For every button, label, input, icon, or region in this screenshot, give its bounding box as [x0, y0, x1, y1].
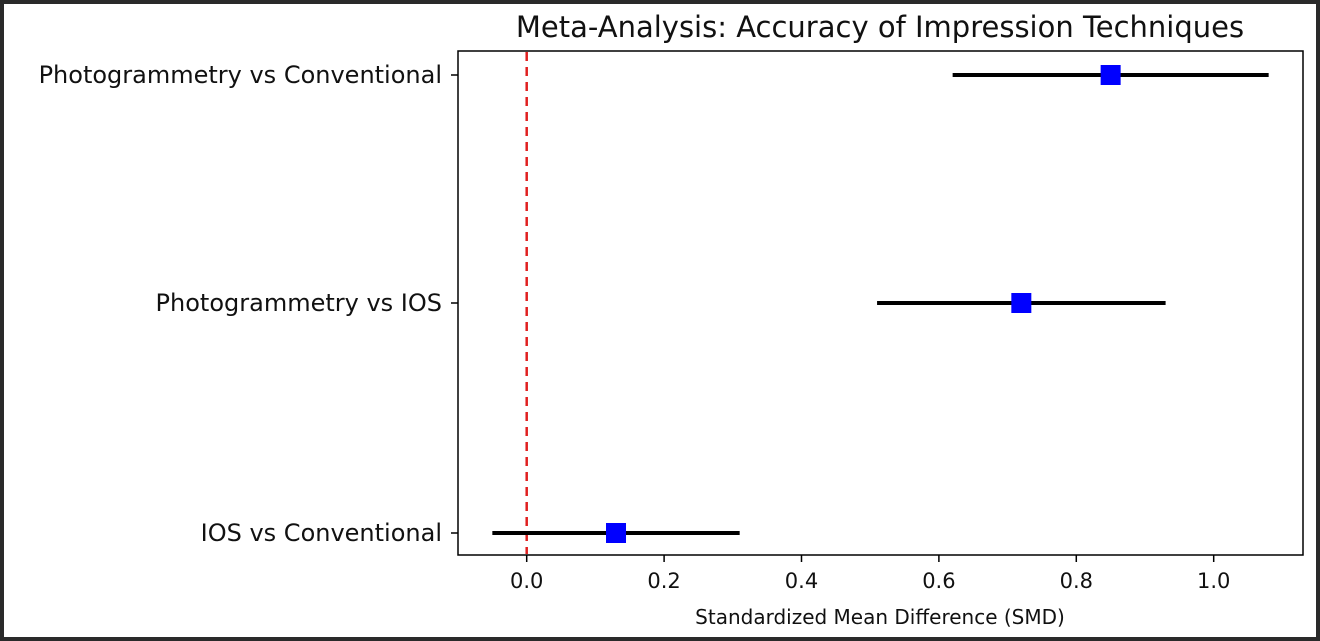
x-tick-label: 0.8 — [1060, 569, 1093, 593]
x-tick-label: 0.2 — [647, 569, 680, 593]
x-axis-title: Standardized Mean Difference (SMD) — [695, 605, 1065, 629]
ci-layer — [492, 73, 1269, 535]
x-tick-label: 0.4 — [785, 569, 818, 593]
x-tick-label: 0.0 — [510, 569, 543, 593]
smd-marker — [606, 523, 627, 543]
x-tick-label: 1.0 — [1197, 569, 1230, 593]
smd-marker — [1011, 293, 1032, 313]
x-ticks: 0.0 0.2 0.4 0.6 0.8 1.0 — [510, 555, 1230, 593]
chart-title: Meta-Analysis: Accuracy of Impression Te… — [516, 10, 1244, 44]
y-tick-label: Photogrammetry vs Conventional — [39, 61, 442, 89]
marker-layer — [606, 65, 1121, 543]
y-tick-label: IOS vs Conventional — [201, 519, 442, 547]
x-tick-label: 0.6 — [922, 569, 955, 593]
y-tick-labels: Photogrammetry vs Conventional Photogramm… — [39, 61, 458, 547]
smd-marker — [1100, 65, 1121, 85]
y-tick-label: Photogrammetry vs IOS — [156, 289, 442, 317]
